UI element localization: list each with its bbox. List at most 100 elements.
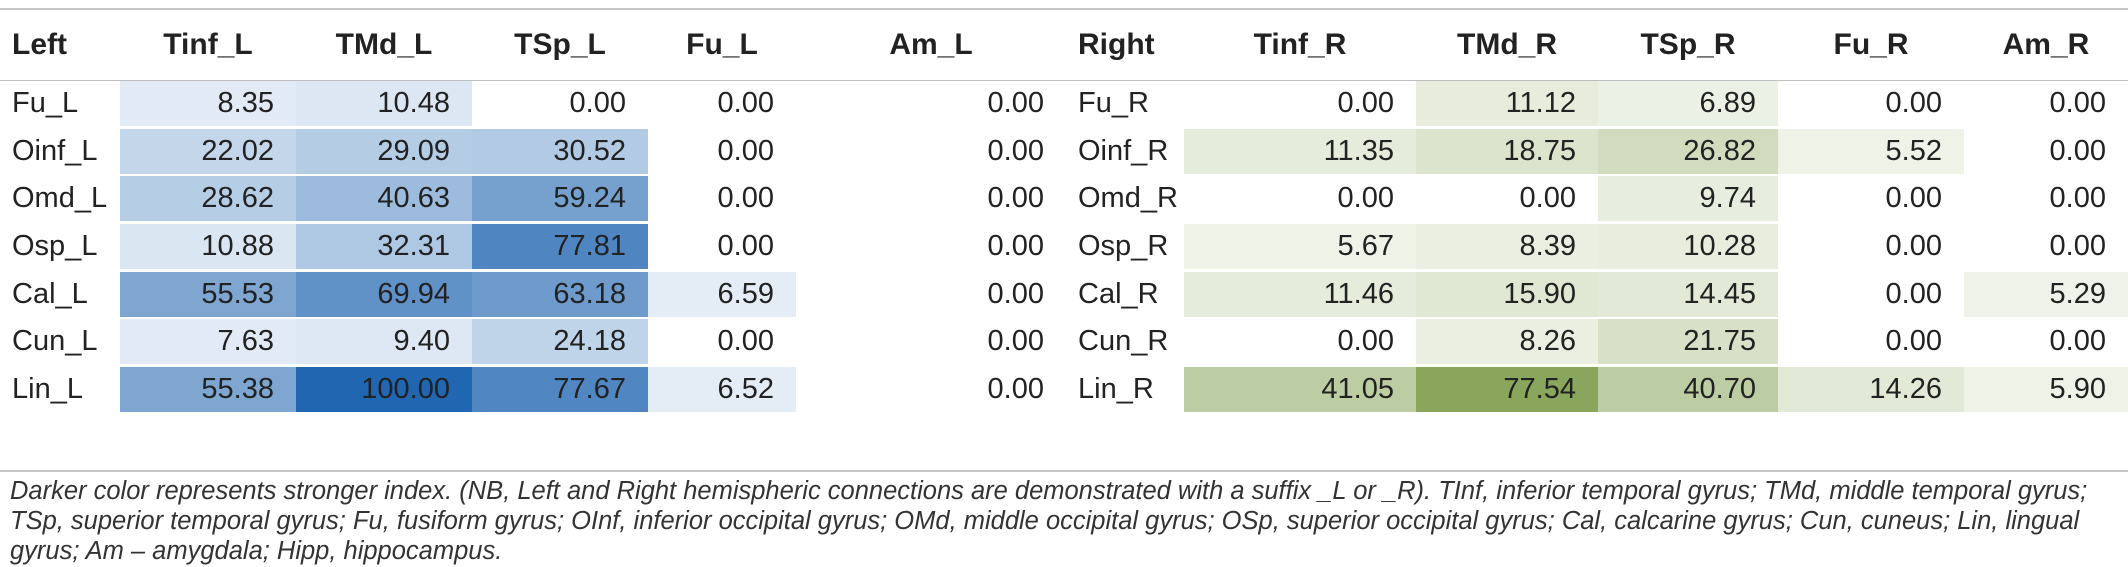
- cell-value: 0.00: [987, 87, 1044, 120]
- cell-value: 0.00: [1337, 87, 1394, 120]
- table-cell: 0.00: [648, 318, 796, 366]
- table-cell: 9.74: [1598, 175, 1778, 223]
- cell-value: 55.38: [120, 366, 296, 412]
- cell-value: 0.00: [1885, 182, 1942, 215]
- row-label: Lin_L: [12, 372, 83, 405]
- table-cell: 5.52: [1778, 128, 1964, 176]
- column-header: TSp_L: [514, 28, 606, 61]
- table-cell: 0.00: [796, 223, 1066, 271]
- row-label: Osp_R: [1078, 230, 1169, 263]
- cell-value: 0.00: [987, 277, 1044, 310]
- header-rule: [0, 80, 2128, 81]
- table-cell: 0.00: [648, 128, 796, 176]
- table-cell: 0.00: [796, 128, 1066, 176]
- row-label: Omd_R: [1078, 182, 1178, 215]
- cell-value: 0.00: [987, 134, 1044, 167]
- table-cell: 40.70: [1598, 366, 1778, 414]
- cell-value: 5.67: [1184, 224, 1416, 270]
- table-cell: 41.05: [1184, 366, 1416, 414]
- cell-value: 5.90: [1964, 366, 2128, 412]
- cell-value: 0.00: [987, 230, 1044, 263]
- row-label: Fu_L: [12, 87, 79, 120]
- table-cell: 30.52: [472, 128, 648, 176]
- cell-value: 15.90: [1416, 271, 1598, 317]
- table-cell: 15.90: [1416, 270, 1598, 318]
- table-cell: 22.02: [120, 128, 296, 176]
- table-cell: 6.59: [648, 270, 796, 318]
- cell-value: 77.81: [472, 224, 648, 270]
- table-cell: 7.63: [120, 318, 296, 366]
- row-label: Omd_L: [12, 182, 108, 215]
- cell-value: 32.31: [296, 224, 472, 270]
- column-header: Fu_R: [1833, 28, 1909, 61]
- table-row: Fu_L 8.35 10.48 0.00 0.00 0.00 Fu_R 0.00 11.12 6.…: [0, 80, 2128, 128]
- table-cell: 0.00: [796, 80, 1066, 128]
- cell-value: 30.52: [472, 128, 648, 174]
- table-cell: 6.89: [1598, 80, 1778, 128]
- table-cell: 77.67: [472, 366, 648, 414]
- column-header: Right: [1078, 28, 1155, 61]
- row-label: Oinf_R: [1078, 134, 1169, 167]
- table-row: Omd_L 28.62 40.63 59.24 0.00 0.00 Omd_R 0.00 0.0…: [0, 175, 2128, 223]
- table-cell: 0.00: [796, 366, 1066, 414]
- cell-value: 40.70: [1598, 366, 1778, 412]
- cell-value: 0.00: [987, 372, 1044, 405]
- cell-value: 10.88: [120, 224, 296, 270]
- cell-value: 5.52: [1778, 128, 1964, 174]
- table-cell: 28.62: [120, 175, 296, 223]
- cell-value: 7.63: [120, 319, 296, 365]
- table-cell: 8.26: [1416, 318, 1598, 366]
- table-cell: 5.29: [1964, 270, 2128, 318]
- table-cell: 18.75: [1416, 128, 1598, 176]
- cell-value: 14.45: [1598, 271, 1778, 317]
- cell-value: 41.05: [1184, 366, 1416, 412]
- cell-value: 29.09: [296, 128, 472, 174]
- table-cell: 0.00: [648, 80, 796, 128]
- cell-value: 0.00: [1885, 277, 1942, 310]
- cell-value: 0.00: [717, 87, 774, 120]
- table-cell: 29.09: [296, 128, 472, 176]
- table-cell: 0.00: [796, 270, 1066, 318]
- cell-value: 0.00: [1337, 182, 1394, 215]
- table-cell: 5.90: [1964, 366, 2128, 414]
- table-cell: 0.00: [1778, 318, 1964, 366]
- row-label: Cal_R: [1078, 277, 1159, 310]
- cell-value: 0.00: [2049, 182, 2106, 215]
- column-header: Left: [12, 28, 67, 61]
- cell-value: 18.75: [1416, 128, 1598, 174]
- cell-value: 0.00: [717, 134, 774, 167]
- table-cell: 63.18: [472, 270, 648, 318]
- cell-value: 11.46: [1184, 271, 1416, 317]
- table-cell: 10.48: [296, 80, 472, 128]
- row-label: Lin_R: [1078, 372, 1154, 405]
- table-cell: 24.18: [472, 318, 648, 366]
- cell-value: 0.00: [987, 182, 1044, 215]
- cell-value: 8.35: [120, 81, 296, 127]
- table-row: Cal_L 55.53 69.94 63.18 6.59 0.00 Cal_R 11.46 15…: [0, 270, 2128, 318]
- cell-value: 100.00: [296, 366, 472, 412]
- cell-value: 28.62: [120, 176, 296, 222]
- cell-value: 59.24: [472, 176, 648, 222]
- cell-value: 0.00: [987, 325, 1044, 358]
- cell-value: 63.18: [472, 271, 648, 317]
- table-row: Osp_L 10.88 32.31 77.81 0.00 0.00 Osp_R 5.67 8.3…: [0, 223, 2128, 271]
- column-header: TMd_R: [1457, 28, 1557, 61]
- cell-value: 14.26: [1778, 366, 1964, 412]
- cell-value: 6.52: [648, 366, 796, 412]
- row-label: Oinf_L: [12, 134, 98, 167]
- bottom-rule: [0, 470, 2128, 472]
- table-cell: 0.00: [648, 175, 796, 223]
- column-header: TMd_L: [335, 28, 433, 61]
- table-cell: 0.00: [1964, 318, 2128, 366]
- table-cell: 0.00: [1964, 128, 2128, 176]
- cell-value: 77.54: [1416, 366, 1598, 412]
- table-cell: 77.81: [472, 223, 648, 271]
- cell-value: 55.53: [120, 271, 296, 317]
- table-cell: 0.00: [1184, 80, 1416, 128]
- column-header: Am_L: [889, 28, 973, 61]
- column-header: Tinf_L: [163, 28, 253, 61]
- table-cell: 59.24: [472, 175, 648, 223]
- cell-value: 0.00: [1885, 87, 1942, 120]
- cell-value: 21.75: [1598, 319, 1778, 365]
- cell-value: 77.67: [472, 366, 648, 412]
